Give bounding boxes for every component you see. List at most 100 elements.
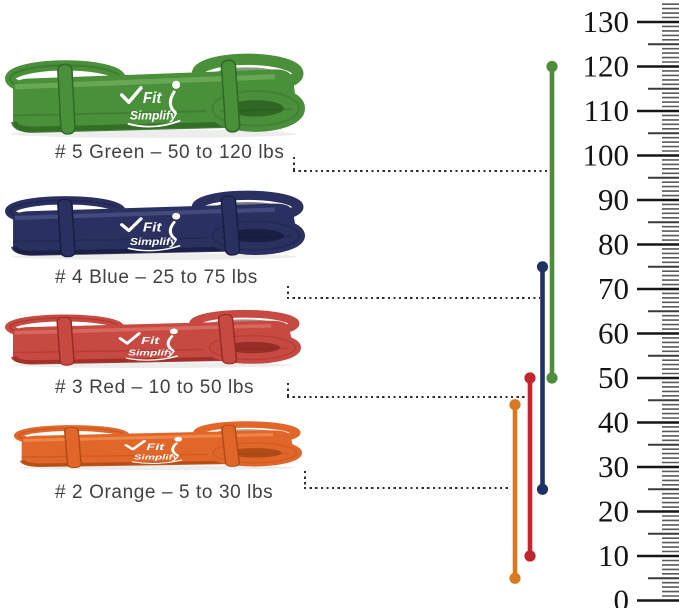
right-wrap-strap <box>217 313 238 365</box>
orange-leader-vertical <box>304 471 307 488</box>
band-bottom-shade <box>11 245 275 256</box>
green-band-label: # 5 Green – 50 to 120 lbs <box>55 142 285 163</box>
logo-check-icon <box>124 440 147 451</box>
left-wrap-strap <box>56 316 75 366</box>
left-wrap-strap <box>57 63 76 135</box>
right-wrap-strap <box>220 195 241 256</box>
lower-right-loop <box>206 84 305 132</box>
logo-underline-swoosh <box>127 119 181 128</box>
ruler-label-10: 10 <box>598 538 629 573</box>
logo-figure-head <box>172 80 181 89</box>
band-shadow <box>11 129 297 138</box>
ruler-label-120: 120 <box>583 49 630 84</box>
logo-word-simplify: Simplify <box>130 109 178 123</box>
logo-figure-body <box>166 335 175 352</box>
logo-word-fit: Fit <box>146 442 165 452</box>
band-bottom-shade <box>19 459 274 468</box>
green-leader-vertical <box>293 157 296 171</box>
lower-right-loop-opening <box>227 100 284 117</box>
ruler-label-30: 30 <box>598 449 629 484</box>
ruler-label-100: 100 <box>583 138 630 173</box>
lower-right-loop-shade <box>212 442 298 464</box>
ruler-label-20: 20 <box>598 494 629 529</box>
right-wrap-strap <box>221 424 240 467</box>
orange-band-photo: Fit Simplify <box>12 418 302 470</box>
logo-word-simplify: Simplify <box>128 349 176 358</box>
red-leader-horizontal <box>287 396 527 399</box>
logo-word-fit: Fit <box>141 334 160 346</box>
ruler-label-40: 40 <box>598 405 629 440</box>
orange-leader-horizontal <box>304 487 508 490</box>
range-line-top-dot <box>536 261 549 273</box>
blue-leader-horizontal <box>287 297 540 300</box>
ruler-label-130: 130 <box>583 4 630 39</box>
logo-figure-body <box>168 90 177 114</box>
lower-right-loop <box>206 216 305 255</box>
range-line-bottom-dot <box>546 372 558 384</box>
lower-right-loop-shade <box>211 89 300 127</box>
left-wrap-strap <box>57 198 76 258</box>
lower-right-loop-opening <box>227 228 284 243</box>
range-line-bottom-dot <box>524 550 536 562</box>
blue-leader-vertical <box>287 286 290 298</box>
blue-band-illustration: Fit Simplify <box>5 190 305 260</box>
fit-simplify-logo: Fit Simplify <box>120 212 181 252</box>
logo-word-fit: Fit <box>143 90 162 107</box>
ruler-label-0: 0 <box>614 583 630 608</box>
range-line-top-dot <box>524 372 536 384</box>
band-shadow <box>19 465 295 470</box>
left-wrap-strap <box>63 427 82 469</box>
range-line-4blue <box>536 261 549 495</box>
logo-check-icon <box>120 217 143 233</box>
logo-underline-swoosh <box>125 355 179 361</box>
logo-check-icon <box>120 86 143 104</box>
logo-underline-swoosh <box>127 244 181 252</box>
range-line-5green <box>546 60 558 384</box>
logo-word-simplify: Simplify <box>134 453 180 461</box>
ruler-label-50: 50 <box>598 360 629 395</box>
lower-right-loop-opening <box>227 448 282 458</box>
green-band-illustration: Fit Simplify <box>5 53 305 138</box>
band-bottom-shade <box>11 120 275 133</box>
right-wrap-strap <box>220 59 241 133</box>
ruler-label-60: 60 <box>598 316 629 351</box>
orange-band-illustration: Fit Simplify <box>13 421 302 470</box>
red-band-illustration: Fit Simplify <box>4 309 301 368</box>
range-line-top-dot <box>509 399 521 411</box>
green-band-photo: Fit Simplify <box>3 48 305 138</box>
band-bottom-shade <box>10 356 272 365</box>
green-leader-horizontal <box>293 170 550 173</box>
logo-figure-body <box>171 442 179 457</box>
logo-check-icon <box>118 332 141 345</box>
fit-simplify-logo: Fit Simplify <box>124 436 183 464</box>
red-leader-vertical <box>287 383 290 397</box>
logo-underline-swoosh <box>131 459 183 464</box>
orange-band-label: # 2 Orange – 5 to 30 lbs <box>55 482 274 503</box>
lower-right-loop-shade <box>211 220 300 251</box>
logo-figure-body <box>168 220 177 241</box>
ruler-label-90: 90 <box>598 182 629 217</box>
range-line-2orange <box>509 399 521 584</box>
logo-figure-head <box>169 328 178 335</box>
blue-band-photo: Fit Simplify <box>3 186 305 260</box>
logo-word-fit: Fit <box>143 220 163 235</box>
logo-figure-head <box>174 436 183 442</box>
fit-simplify-logo: Fit Simplify <box>120 80 181 128</box>
range-line-bottom-dot <box>536 483 549 495</box>
logo-word-simplify: Simplify <box>130 237 178 248</box>
red-band-photo: Fit Simplify <box>3 306 301 368</box>
range-line-3red <box>524 372 536 562</box>
red-band-label: # 3 Red – 10 to 50 lbs <box>55 377 255 398</box>
range-line-top-dot <box>546 60 558 73</box>
lower-right-loop-opening <box>224 341 281 354</box>
ruler-label-70: 70 <box>598 271 629 306</box>
ruler-label-110: 110 <box>584 93 629 128</box>
lower-right-loop <box>203 331 301 364</box>
range-line-bottom-dot <box>509 572 521 584</box>
lower-right-loop-shade <box>208 334 297 361</box>
fit-simplify-logo: Fit Simplify <box>118 328 179 361</box>
band-shadow <box>11 253 297 260</box>
lower-right-loop <box>207 439 302 467</box>
